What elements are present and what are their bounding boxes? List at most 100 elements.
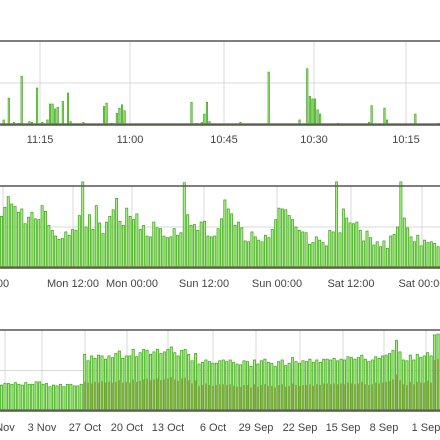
bar (311, 242, 315, 269)
overlay-bar (312, 385, 315, 411)
overlay-bar (83, 381, 86, 411)
bar (51, 103, 54, 126)
overlay-bar (93, 381, 97, 411)
bar (135, 213, 139, 269)
bar (297, 229, 301, 269)
x-tick-label: 22 Sep (283, 422, 318, 434)
overlay-bar (225, 385, 228, 411)
bar (294, 226, 298, 269)
overlay-bar (149, 380, 152, 411)
bar (34, 381, 38, 412)
bar (383, 107, 386, 126)
overlay-bar (301, 385, 305, 411)
bar (316, 109, 319, 126)
bar (226, 208, 230, 269)
bar (52, 384, 55, 412)
bar (138, 229, 142, 269)
overlay-bar (322, 383, 325, 411)
overlay-bar (350, 383, 353, 411)
overlay-bar (267, 385, 270, 411)
bar (368, 237, 372, 269)
bar (253, 236, 257, 269)
bar (321, 242, 325, 269)
overlay-bar (391, 379, 395, 411)
bar (36, 87, 39, 126)
bar (33, 218, 37, 269)
bar (0, 384, 4, 412)
overlay-bar (138, 381, 142, 411)
bar (392, 234, 396, 269)
bar (306, 68, 309, 126)
overlay-bar (104, 382, 107, 411)
x-tick-label: 10:30 (300, 134, 328, 146)
x-tick-label: Sun 00:00 (252, 278, 302, 290)
overlay-bar (114, 381, 117, 411)
bar (20, 208, 24, 269)
overlay-bar (163, 379, 166, 411)
overlay-bar (436, 359, 440, 411)
bar (77, 215, 81, 269)
bar (213, 235, 217, 269)
overlay-bar (423, 382, 426, 411)
x-tick-label: 3 Nov (28, 422, 57, 434)
bar (375, 241, 379, 269)
bar (118, 220, 122, 269)
overlay-bar (90, 383, 93, 411)
bar (16, 211, 20, 269)
bar (79, 383, 83, 412)
bar (402, 217, 406, 269)
bar (267, 71, 270, 126)
x-tick-label: 10:45 (210, 134, 238, 146)
x-tick-label: 15 Sep (326, 422, 361, 434)
bar (7, 97, 10, 126)
chart-panel-3: Nov 3 Nov 27 Oct 20 Oct 13 Oct 6 Oct 29 Sep 22 … (0, 329, 440, 434)
overlay-bar (291, 383, 294, 411)
bar (48, 386, 52, 412)
bar (341, 208, 345, 269)
bar (27, 383, 31, 412)
bar (203, 220, 207, 269)
overlay-bar (371, 384, 374, 411)
bar (88, 214, 91, 269)
overlay-bar (277, 385, 280, 411)
bar (23, 223, 27, 269)
x-tick-label: 8 Sep (370, 422, 399, 434)
bar (423, 239, 427, 269)
bar (169, 236, 173, 269)
overlay-bar (256, 386, 260, 411)
bar (6, 196, 10, 269)
overlay-bar (166, 378, 169, 411)
x-tick-label: 13 Oct (152, 422, 184, 434)
bar (257, 239, 261, 269)
bar (382, 240, 386, 269)
bar (358, 229, 362, 269)
bar (40, 205, 44, 269)
bar (57, 238, 61, 269)
overlay-bar (142, 379, 145, 411)
overlay-bar (211, 385, 214, 411)
overlay-bar (135, 381, 138, 411)
overlay-bar (339, 383, 343, 411)
bar (416, 234, 420, 269)
x-tick-label: Sun 12:00 (179, 278, 229, 290)
bar (120, 104, 124, 126)
bar (335, 181, 339, 269)
chart-panel-2: 00 Mon 12:00 Mon 00:00 Sun 12:00 Sun 00:00 Sa… (0, 181, 440, 290)
bar (308, 243, 311, 269)
overlay-bar (378, 383, 381, 411)
overlay-bar (308, 384, 312, 411)
bar (311, 98, 314, 126)
overlay-bar (222, 384, 225, 411)
overlay-bar (97, 382, 100, 411)
bar (189, 225, 193, 269)
overlay-bar (107, 381, 111, 411)
bar (301, 231, 305, 269)
overlay-bar (190, 383, 194, 411)
x-tick-label: Mon 12:00 (47, 278, 99, 290)
bar (365, 230, 369, 269)
bar (396, 226, 399, 269)
overlay-bar (298, 385, 301, 411)
overlay-bar (170, 376, 173, 411)
overlay-bar (315, 384, 318, 411)
bar (123, 110, 126, 126)
